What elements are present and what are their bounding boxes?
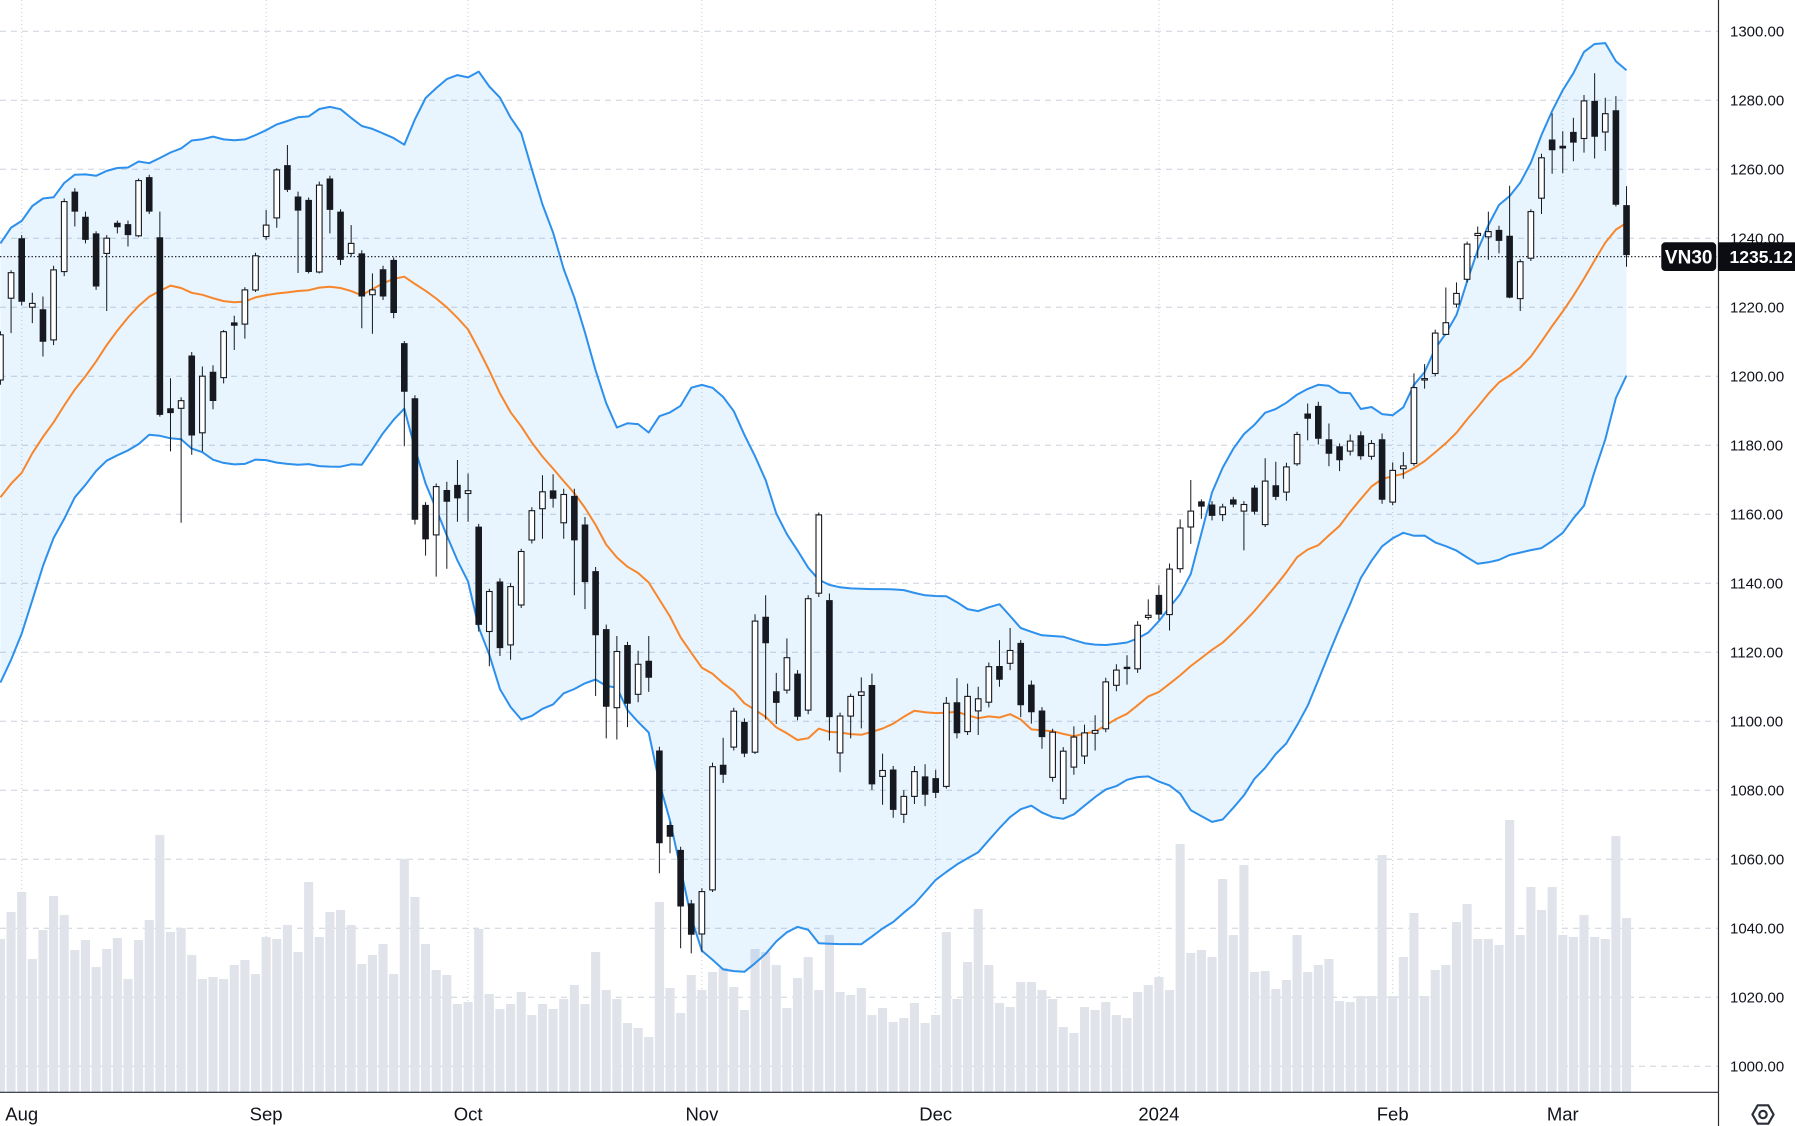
svg-text:1140.00: 1140.00 — [1730, 576, 1783, 593]
svg-text:1060.00: 1060.00 — [1730, 852, 1784, 869]
svg-text:Nov: Nov — [685, 1104, 719, 1125]
svg-text:VN30: VN30 — [1665, 247, 1713, 268]
svg-text:2024: 2024 — [1138, 1104, 1179, 1125]
svg-text:Sep: Sep — [250, 1104, 283, 1125]
svg-text:1260.00: 1260.00 — [1730, 162, 1784, 179]
svg-text:1020.00: 1020.00 — [1730, 990, 1784, 1007]
svg-text:1080.00: 1080.00 — [1730, 783, 1784, 800]
svg-text:1040.00: 1040.00 — [1730, 921, 1784, 938]
svg-text:1235.12: 1235.12 — [1730, 247, 1794, 267]
svg-text:Dec: Dec — [919, 1104, 952, 1125]
svg-text:1280.00: 1280.00 — [1730, 93, 1784, 110]
svg-text:1160.00: 1160.00 — [1730, 507, 1783, 524]
svg-text:Mar: Mar — [1547, 1104, 1579, 1125]
svg-text:1000.00: 1000.00 — [1730, 1059, 1784, 1076]
svg-text:1180.00: 1180.00 — [1730, 438, 1783, 455]
svg-text:1120.00: 1120.00 — [1730, 645, 1783, 662]
svg-text:Oct: Oct — [454, 1104, 483, 1125]
svg-text:1200.00: 1200.00 — [1730, 369, 1784, 386]
svg-text:1100.00: 1100.00 — [1730, 714, 1783, 731]
svg-text:1220.00: 1220.00 — [1730, 300, 1784, 317]
svg-text:Feb: Feb — [1377, 1104, 1409, 1125]
svg-text:Aug: Aug — [5, 1104, 38, 1125]
svg-text:1300.00: 1300.00 — [1730, 24, 1784, 41]
